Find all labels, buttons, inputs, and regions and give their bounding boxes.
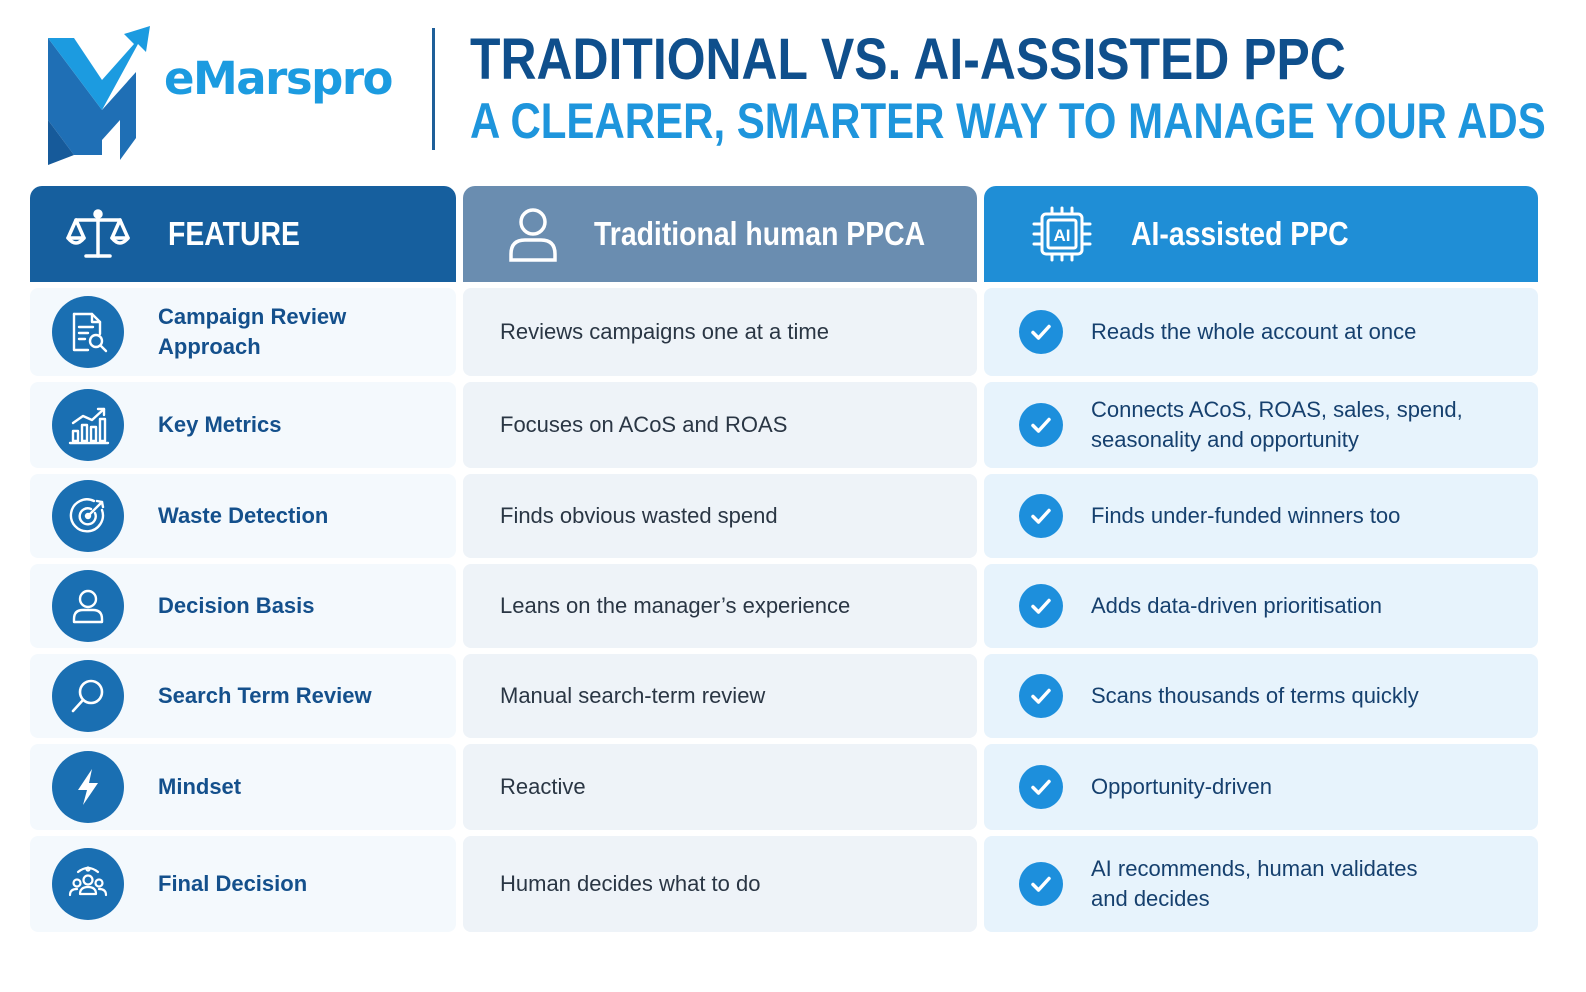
table-row: Final Decision Human decides what to do …: [30, 836, 1538, 932]
ai-text: Opportunity-driven: [1091, 774, 1272, 799]
ai-text: Adds data-driven prioritisation: [1091, 593, 1383, 618]
bar-chart-icon: [52, 389, 124, 461]
feature-cell: Mindset: [30, 744, 456, 830]
traditional-cell: Manual search-term review: [463, 654, 977, 738]
page-subtitle: A CLEARER, SMARTER WAY TO MANAGE YOUR AD…: [470, 93, 1546, 149]
traditional-cell: Reviews campaigns one at a time: [463, 288, 977, 376]
lightning-icon: [52, 751, 124, 823]
table-row: Campaign Review Approach Reviews campaig…: [30, 288, 1538, 376]
ai-text: Scans thousands of terms quickly: [1091, 683, 1419, 708]
ai-cell: Adds data-driven prioritisation: [984, 564, 1538, 648]
traditional-text: Reactive: [500, 774, 586, 799]
column-header-feature: FEATURE: [30, 186, 456, 282]
check-icon: [1019, 310, 1063, 354]
ai-chip-text: AI: [1054, 226, 1071, 245]
traditional-cell: Reactive: [463, 744, 977, 830]
table-row: Waste Detection Finds obvious wasted spe…: [30, 474, 1538, 558]
column-header-traditional: Traditional human PPCA: [463, 186, 977, 282]
feature-cell: Search Term Review: [30, 654, 456, 738]
ai-text: Reads the whole account at once: [1091, 319, 1417, 344]
feature-label: Decision Basis: [158, 593, 315, 618]
ai-cell: AI recommends, human validates and decid…: [984, 836, 1538, 932]
ai-cell: Scans thousands of terms quickly: [984, 654, 1538, 738]
brand-name: eMarspro: [164, 52, 393, 105]
traditional-text: Manual search-term review: [500, 683, 766, 708]
traditional-cell: Leans on the manager’s experience: [463, 564, 977, 648]
table-row: Search Term Review Manual search-term re…: [30, 654, 1538, 738]
ai-cell: Connects ACoS, ROAS, sales, spend, seaso…: [984, 382, 1538, 468]
feature-cell: Key Metrics: [30, 382, 456, 468]
check-icon: [1019, 494, 1063, 538]
user-icon: [52, 570, 124, 642]
check-icon: [1019, 674, 1063, 718]
check-icon: [1019, 584, 1063, 628]
ai-text: Connects ACoS, ROAS, sales, spend, seaso…: [1091, 397, 1463, 452]
traditional-text: Focuses on ACoS and ROAS: [500, 412, 788, 437]
feature-cell: Decision Basis: [30, 564, 456, 648]
traditional-text: Finds obvious wasted spend: [500, 503, 778, 528]
column-header-ai: AI AI-assisted PPC: [984, 186, 1538, 282]
feature-label: Search Term Review: [158, 683, 372, 708]
check-icon: [1019, 403, 1063, 447]
feature-label: Key Metrics: [158, 412, 282, 437]
ai-chip-icon: AI: [1032, 206, 1092, 262]
feature-label: Mindset: [158, 774, 242, 799]
column-header-traditional-label: Traditional human PPCA: [594, 215, 926, 252]
traditional-cell: Focuses on ACoS and ROAS: [463, 382, 977, 468]
ai-text: AI recommends, human validates and decid…: [1091, 856, 1418, 911]
table-row: Mindset Reactive Opportunity-driven: [30, 744, 1538, 830]
traditional-cell: Human decides what to do: [463, 836, 977, 932]
feature-cell: Campaign Review Approach: [30, 288, 456, 376]
feature-label: Waste Detection: [158, 503, 329, 528]
ai-cell: Finds under-funded winners too: [984, 474, 1538, 558]
person-icon: [509, 208, 557, 262]
ai-cell: Reads the whole account at once: [984, 288, 1538, 376]
traditional-text: Human decides what to do: [500, 871, 761, 896]
team-icon: [52, 848, 124, 920]
ai-text: Finds under-funded winners too: [1091, 503, 1401, 528]
traditional-cell: Finds obvious wasted spend: [463, 474, 977, 558]
column-header-ai-label: AI-assisted PPC: [1131, 215, 1349, 252]
check-icon: [1019, 862, 1063, 906]
page-title: TRADITIONAL VS. AI-ASSISTED PPC: [470, 27, 1346, 92]
magnifier-icon: [52, 660, 124, 732]
table-row: Decision Basis Leans on the manager’s ex…: [30, 564, 1538, 648]
check-icon: [1019, 765, 1063, 809]
ai-cell: Opportunity-driven: [984, 744, 1538, 830]
document-search-icon: [52, 296, 124, 368]
traditional-text: Leans on the manager’s experience: [500, 593, 851, 618]
feature-cell: Final Decision: [30, 836, 456, 932]
feature-label: Campaign Review Approach: [158, 304, 347, 359]
header-divider: [432, 28, 435, 150]
column-header-feature-label: FEATURE: [168, 215, 300, 252]
traditional-text: Reviews campaigns one at a time: [500, 319, 829, 344]
emarspro-logo: [44, 20, 154, 165]
feature-cell: Waste Detection: [30, 474, 456, 558]
table-row: Key Metrics Focuses on ACoS and ROAS Con…: [30, 382, 1538, 468]
target-icon: [52, 480, 124, 552]
feature-label: Final Decision: [158, 871, 308, 896]
scales-icon: [66, 209, 130, 258]
